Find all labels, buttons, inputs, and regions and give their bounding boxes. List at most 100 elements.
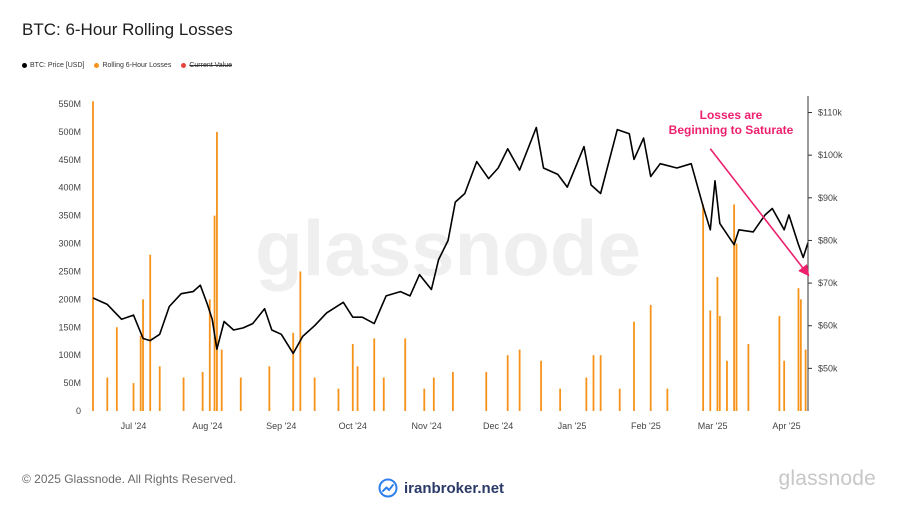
- x-tick-label: Aug '24: [192, 421, 222, 431]
- legend-item-current-value[interactable]: Current Value: [181, 62, 232, 69]
- legend-item-price[interactable]: BTC: Price [USD]: [22, 62, 84, 69]
- trend-icon: [378, 478, 398, 498]
- losses-bar: [208, 299, 211, 411]
- x-tick-label: Jan '25: [558, 421, 587, 431]
- chart-title: BTC: 6-Hour Rolling Losses: [22, 20, 233, 39]
- losses-bar: [451, 371, 454, 411]
- right-tick-label: $110k: [818, 108, 842, 118]
- site-watermark: iranbroker.net: [378, 478, 504, 498]
- losses-bars: [92, 101, 807, 411]
- losses-bar: [313, 377, 316, 411]
- x-tick-label: Dec '24: [483, 421, 513, 431]
- losses-bar: [799, 299, 802, 411]
- losses-bar: [666, 388, 669, 411]
- losses-bar: [216, 131, 218, 411]
- footer-brand: glassnode: [778, 467, 876, 490]
- right-tick-label: $100k: [818, 150, 843, 160]
- losses-bar: [337, 388, 340, 411]
- left-tick-label: 250M: [58, 266, 81, 276]
- losses-bar: [592, 355, 595, 411]
- left-tick-label: 500M: [58, 127, 81, 137]
- losses-bar: [115, 327, 118, 411]
- losses-bar: [540, 360, 542, 411]
- x-axis: Jul '24 Aug '24 Sep '24 Oct '24 Nov '24 Dec '…: [121, 421, 801, 431]
- losses-bar: [351, 344, 354, 411]
- losses-bar: [201, 371, 204, 411]
- annotation-text-line: Losses are: [700, 108, 763, 122]
- losses-bar: [356, 366, 359, 411]
- losses-bar: [599, 355, 602, 411]
- left-tick-label: 450M: [58, 155, 81, 165]
- losses-bar: [735, 243, 738, 411]
- x-tick-label: Feb '25: [631, 421, 661, 431]
- losses-bar: [506, 355, 509, 411]
- losses-bar: [158, 366, 161, 411]
- losses-bar: [716, 277, 719, 411]
- losses-bar: [404, 338, 407, 411]
- losses-bar: [649, 304, 652, 411]
- losses-bar: [92, 101, 94, 411]
- annotation-text-line: Beginning to Saturate: [669, 123, 794, 137]
- losses-bar: [142, 299, 144, 411]
- right-axis: $50k $60k $70k $80k $90k $100k $110k: [807, 96, 843, 411]
- losses-bar: [182, 377, 185, 411]
- losses-bar: [382, 377, 385, 411]
- right-tick-label: $90k: [818, 193, 838, 203]
- right-tick-label: $50k: [818, 363, 838, 373]
- losses-bar: [139, 335, 142, 411]
- price-line: [92, 126, 809, 355]
- left-tick-label: 150M: [58, 322, 81, 332]
- left-tick-label: 350M: [58, 211, 81, 221]
- losses-bar: [709, 310, 712, 411]
- losses-bar: [268, 366, 271, 411]
- x-tick-label: Mar '25: [698, 421, 728, 431]
- right-tick-label: $60k: [818, 321, 838, 331]
- losses-bar: [718, 316, 721, 411]
- losses-bar: [432, 377, 435, 411]
- price-line-group: [92, 126, 809, 355]
- losses-bar: [733, 204, 736, 411]
- site-name: iranbroker.net: [404, 479, 505, 497]
- legend-label-current-value: Current Value: [189, 62, 232, 69]
- losses-bar: [783, 360, 786, 411]
- legend-item-losses[interactable]: Rolling 6-Hour Losses: [94, 62, 171, 69]
- legend-swatch-current-value: [181, 63, 187, 68]
- losses-bar: [423, 388, 426, 411]
- left-tick-label: 200M: [58, 294, 81, 304]
- right-tick-label: $80k: [818, 235, 838, 245]
- x-tick-label: Apr '25: [772, 421, 800, 431]
- losses-bar: [726, 360, 728, 411]
- losses-bar: [778, 316, 781, 411]
- right-tick-label: $70k: [818, 278, 838, 288]
- legend-swatch-price: [22, 63, 27, 68]
- x-tick-label: Sep '24: [266, 421, 296, 431]
- x-tick-label: Jul '24: [121, 421, 147, 431]
- losses-bar: [618, 388, 621, 411]
- left-tick-label: 100M: [58, 350, 81, 360]
- footer-copyright: © 2025 Glassnode. All Rights Reserved.: [22, 472, 237, 486]
- background-watermark: glassnode: [255, 204, 641, 292]
- losses-bar: [633, 321, 635, 411]
- losses-bar: [220, 349, 223, 411]
- losses-bar: [585, 377, 588, 411]
- left-tick-label: 400M: [58, 183, 81, 193]
- losses-bar: [292, 332, 295, 411]
- left-axis: 0 50M 100M 150M 200M 250M 300M 350M 400M 450M 500M…: [58, 99, 81, 416]
- losses-bar: [132, 383, 135, 411]
- losses-bar: [804, 349, 807, 411]
- x-tick-label: Oct '24: [339, 421, 367, 431]
- chart-legend: BTC: Price [USD] Rolling 6-Hour Losses C…: [22, 62, 232, 69]
- losses-bar: [702, 204, 705, 411]
- annotation-arrow: [709, 148, 810, 277]
- losses-bar: [747, 344, 750, 411]
- losses-bar: [559, 388, 562, 411]
- chart-plot: glassnode 0 50M 100M 150M 200M 250M 300M 350M 40…: [58, 96, 843, 431]
- losses-bar: [518, 349, 521, 411]
- losses-bar: [373, 338, 376, 411]
- legend-label-losses: Rolling 6-Hour Losses: [102, 62, 172, 69]
- x-tick-label: Nov '24: [412, 421, 442, 431]
- losses-bar: [239, 377, 242, 411]
- losses-bar: [106, 377, 109, 411]
- left-tick-label: 50M: [63, 378, 81, 388]
